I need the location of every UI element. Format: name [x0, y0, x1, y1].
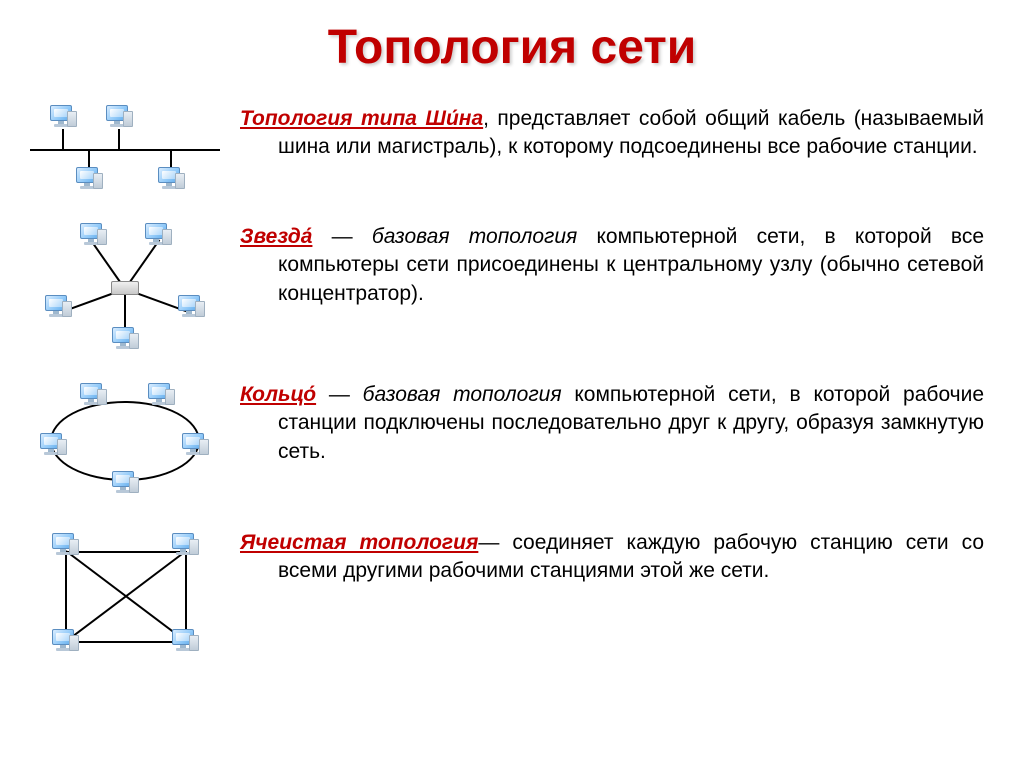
term-ring: Кольцо́	[240, 383, 316, 406]
term-star: Звезда́	[240, 225, 312, 248]
page-title: Топология сети	[30, 20, 994, 75]
slide: Топология сети Топология типа Ши́на, пр	[0, 0, 1024, 767]
term-mesh: Ячеистая топология	[240, 531, 478, 554]
diagram-star	[30, 223, 220, 353]
text-star: Звезда́ — базовая топология компьютерной…	[240, 223, 994, 308]
text-bus: Топология типа Ши́на, представляет собой…	[240, 105, 994, 162]
row-bus: Топология типа Ши́на, представляет собой…	[30, 105, 994, 195]
diagram-bus	[30, 105, 220, 195]
row-mesh: Ячеистая топология— соединяет каждую раб…	[30, 529, 994, 669]
row-star: Звезда́ — базовая топология компьютерной…	[30, 223, 994, 353]
text-mesh: Ячеистая топология— соединяет каждую раб…	[240, 529, 994, 586]
content: Топология типа Ши́на, представляет собой…	[30, 105, 994, 669]
diagram-ring	[30, 381, 220, 501]
row-ring: Кольцо́ — базовая топология компьютерной…	[30, 381, 994, 501]
term-bus: Топология типа Ши́на	[240, 107, 483, 130]
diagram-mesh	[30, 529, 220, 669]
text-ring: Кольцо́ — базовая топология компьютерной…	[240, 381, 994, 466]
